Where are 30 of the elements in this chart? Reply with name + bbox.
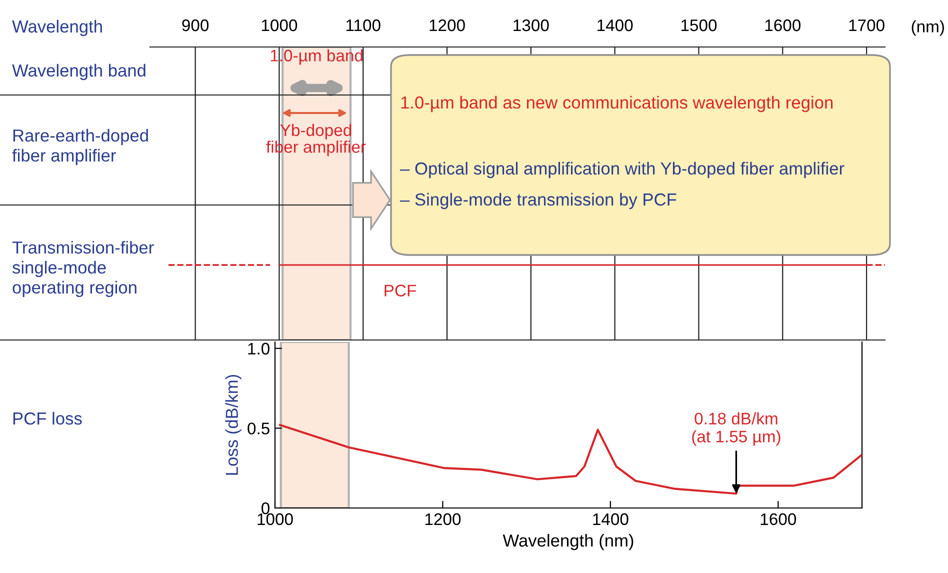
x-tick-label: 1400 <box>593 513 628 526</box>
x-axis-title: Wavelength (nm) <box>502 534 634 550</box>
text: Wavelength band <box>12 64 146 80</box>
x-tick-label: 1100 <box>346 19 380 32</box>
x-tick-label: 1400 <box>598 19 633 32</box>
text: PCF loss <box>13 412 82 425</box>
x-tick-label: 1000 <box>258 513 293 526</box>
text: Wavelength <box>12 20 102 36</box>
annotation: 0.18 dB/km (at 1.55 µm) <box>692 412 780 446</box>
x-tick-label: 1700 <box>849 19 884 32</box>
x-tick-label: 1600 <box>760 513 796 526</box>
text: Rare-earth-doped fiber amplifier <box>12 128 148 166</box>
x-tick-label: 1500 <box>681 19 717 32</box>
y-tick-label: 0.5 <box>248 422 270 434</box>
annotation: 1.0-µm band as new communications wavelength region <box>401 96 833 112</box>
annotation: – Optical signal amplification with Yb-doped fiber amplifier <box>400 162 844 178</box>
x-tick-label: 900 <box>182 19 209 32</box>
x-tick-label: 1200 <box>430 19 465 32</box>
text: (nm) <box>912 20 944 36</box>
line-series <box>278 424 862 495</box>
y-axis-title: Loss (dB/km) <box>225 374 242 475</box>
x-tick-label: 1300 <box>514 19 549 32</box>
annotation: – Single-mode transmission by PCF <box>400 192 676 210</box>
y-tick-label: 0 <box>262 502 270 514</box>
annotation: PCF <box>384 284 416 296</box>
x-tick-label: 1200 <box>425 513 461 526</box>
x-tick-label: 1600 <box>765 19 801 32</box>
annotation: Transmission-fiber single-mode operating region <box>12 240 154 298</box>
y-tick-label: 1.0 <box>248 342 270 355</box>
x-tick-label: 1000 <box>262 19 298 32</box>
